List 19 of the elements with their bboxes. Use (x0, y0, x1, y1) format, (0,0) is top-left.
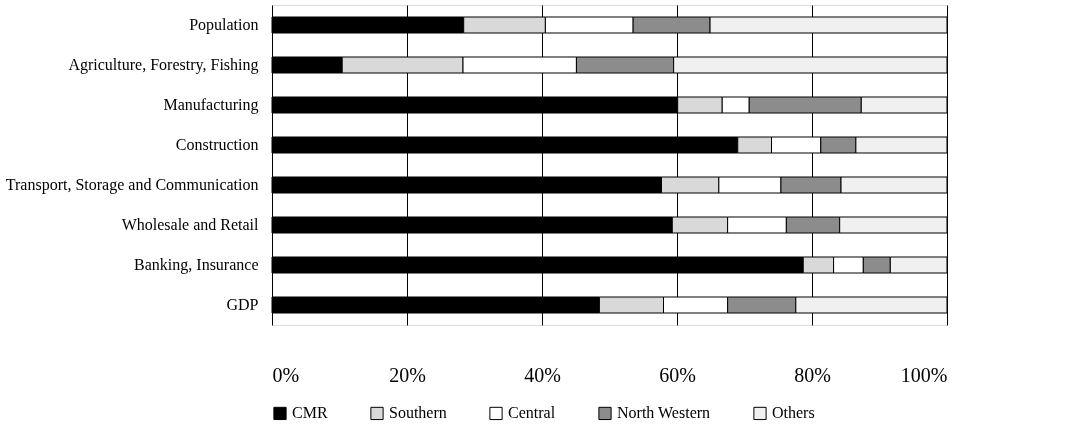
legend-label: North Western (617, 404, 711, 422)
y-tick-label: Manufacturing (163, 96, 259, 114)
y-tick-label: Agriculture, Forestry, Fishing (68, 56, 259, 74)
legend-label: Southern (389, 404, 447, 422)
y-tick-label: GDP (226, 296, 259, 313)
x-tick-label: 0% (272, 363, 300, 386)
x-tick-label: 20% (389, 363, 426, 386)
x-tick-label: 60% (659, 363, 696, 386)
y-tick-label: Transport, Storage and Communication (5, 176, 259, 194)
x-tick-label: 80% (794, 363, 831, 386)
legend-label: CMR (292, 404, 328, 422)
y-tick-label: Banking, Insurance (134, 256, 259, 274)
legend-label: Central (508, 404, 556, 422)
x-tick-label: 40% (524, 363, 561, 386)
y-tick-label: Wholesale and Retail (121, 216, 260, 233)
legend-label: Others (772, 404, 815, 422)
y-tick-label: Construction (175, 136, 259, 153)
y-tick-label: Population (189, 16, 259, 34)
x-tick-label: 100% (900, 363, 948, 386)
